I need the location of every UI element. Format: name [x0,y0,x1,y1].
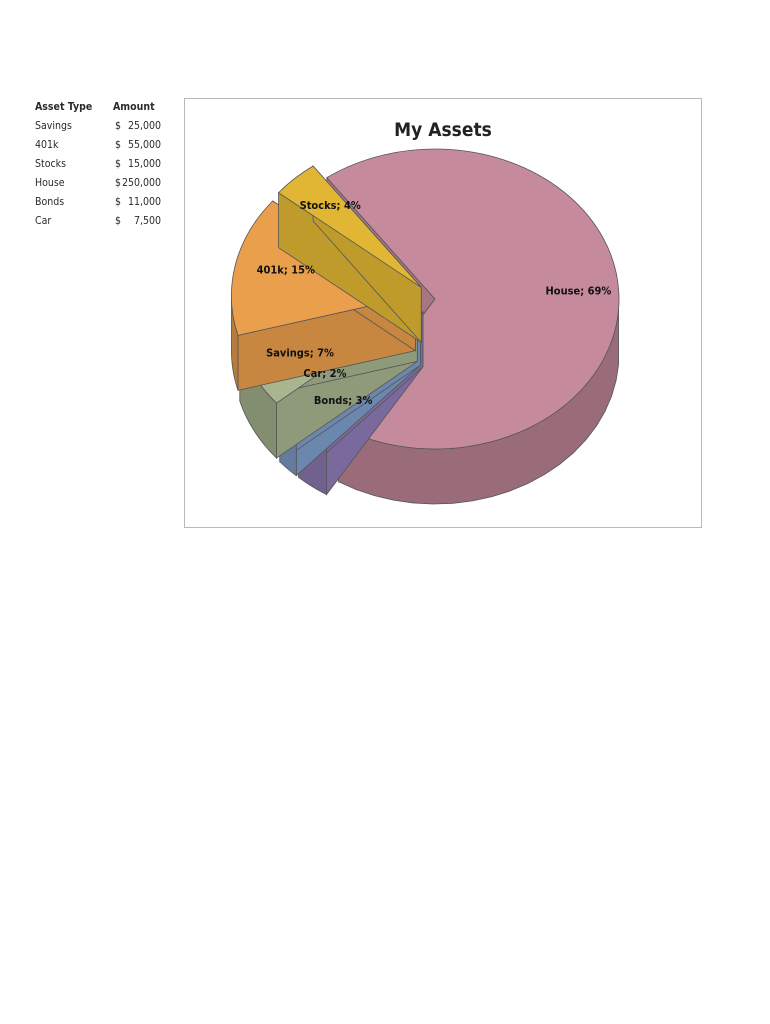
table-row-car: Car $ 7,500 [35,212,165,231]
asset-type-cell: Savings [35,120,72,132]
asset-type-cell: Stocks [35,158,67,170]
amount-cell: 15,000 [127,158,161,170]
amount-cell: 55,000 [127,139,161,151]
amount-cell: 25,000 [127,120,161,132]
table-row-stocks: Stocks $ 15,000 [35,155,165,174]
table-row-house: House $ 250,000 [35,174,165,193]
currency-symbol: $ [115,196,122,208]
currency-symbol: $ [115,139,122,151]
data-label-401k: 401k; 15% [257,263,315,276]
data-label-bonds: Bonds; 3% [314,394,373,407]
pie-chart-svg: House; 69% Bonds; 3% Car; 2% Savings; 7% 401… [231,148,620,505]
asset-table: Asset Type Amount Savings $ 25,000 401k … [35,98,165,231]
table-row-bonds: Bonds $ 11,000 [35,193,165,212]
amount-cell: 7,500 [133,215,161,227]
table-row-savings: Savings $ 25,000 [35,117,165,136]
currency-symbol: $ [115,215,122,227]
assets-chart: My Assets House; 69% Bonds; 3% Car; 2% Savi… [184,98,702,528]
asset-type-cell: Bonds [35,196,65,208]
data-label-savings: Savings; 7% [266,347,334,360]
data-label-house: House; 69% [545,285,611,298]
currency-symbol: $ [115,177,122,189]
amount-header: Amount [113,101,155,113]
table-row-401k: 401k $ 55,000 [35,136,165,155]
asset-type-cell: 401k [35,139,59,151]
currency-symbol: $ [115,158,122,170]
chart-title: My Assets [394,119,492,141]
asset-type-cell: Car [35,215,52,227]
asset-type-header: Asset Type [35,101,93,113]
amount-cell: 11,000 [127,196,161,208]
amount-cell: 250,000 [121,177,161,189]
data-label-stocks: Stocks; 4% [300,199,361,212]
pie-slice-stocks [277,165,422,288]
data-label-car: Car; 2% [303,367,346,380]
table-header-row: Asset Type Amount [35,98,165,117]
currency-symbol: $ [115,120,122,132]
asset-type-cell: House [35,177,65,189]
